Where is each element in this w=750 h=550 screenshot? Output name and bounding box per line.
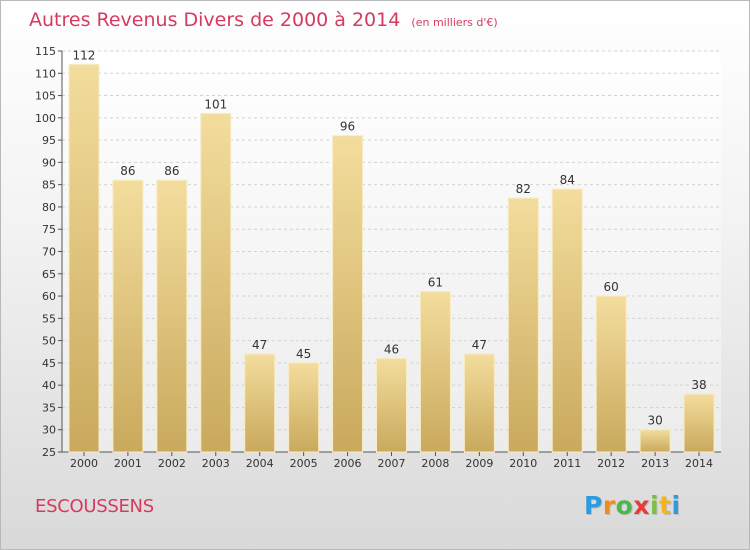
chart-unit: (en milliers d'€) [411, 16, 498, 29]
y-tick-label: 85 [42, 179, 56, 192]
brand-logo-letter: r [602, 491, 616, 520]
x-tick-label: 2003 [202, 457, 230, 470]
bar [288, 362, 320, 453]
x-tick-label: 2011 [553, 457, 581, 470]
bar [419, 291, 451, 453]
bar-value-label: 46 [384, 342, 399, 356]
y-tick-label: 105 [35, 90, 56, 103]
y-tick-label: 30 [42, 424, 56, 437]
brand-logo-letter: t [659, 491, 672, 520]
bar [507, 197, 539, 453]
brand-logo-letter: o [615, 491, 634, 520]
bar [463, 353, 495, 453]
x-tick-label: 2013 [641, 457, 669, 470]
y-tick-label: 75 [42, 223, 56, 236]
x-tick-label: 2008 [421, 457, 449, 470]
bar-value-label: 84 [560, 173, 575, 187]
y-tick-label: 115 [35, 45, 56, 58]
x-tick-label: 2014 [685, 457, 713, 470]
brand-logo: Proxiti [584, 491, 681, 520]
bar-value-label: 45 [296, 347, 311, 361]
bar [244, 353, 276, 453]
bar-value-label: 101 [204, 97, 227, 111]
bar [551, 188, 583, 453]
bar [595, 295, 627, 453]
bar [68, 63, 100, 453]
x-tick-label: 2001 [114, 457, 142, 470]
bar [639, 429, 671, 453]
bar-value-label: 60 [604, 280, 619, 294]
brand-logo-letter: P [584, 491, 603, 520]
bar-value-label: 96 [340, 120, 355, 134]
bar [376, 357, 407, 453]
x-tick-label: 2010 [509, 457, 537, 470]
y-tick-label: 60 [42, 290, 56, 303]
y-tick-label: 100 [35, 112, 56, 125]
y-tick-label: 40 [42, 379, 56, 392]
bar-value-label: 61 [428, 276, 443, 290]
bar-value-label: 82 [516, 182, 531, 196]
y-tick-label: 95 [42, 134, 56, 147]
bar-value-label: 38 [691, 378, 706, 392]
y-tick-label: 90 [42, 156, 56, 169]
commune-name: ESCOUSSENS [35, 496, 154, 517]
x-tick-label: 2006 [334, 457, 362, 470]
x-tick-label: 2002 [158, 457, 186, 470]
bar [156, 179, 188, 453]
y-tick-label: 50 [42, 335, 56, 348]
y-tick-label: 35 [42, 401, 56, 414]
y-tick-label: 25 [42, 446, 56, 459]
bar [112, 179, 144, 453]
bar-value-label: 86 [120, 164, 135, 178]
x-tick-label: 2007 [378, 457, 406, 470]
bar [200, 112, 232, 453]
y-tick-label: 80 [42, 201, 56, 214]
x-tick-label: 2004 [246, 457, 274, 470]
brand-logo-letter: i [650, 491, 660, 520]
y-tick-label: 110 [35, 67, 56, 80]
y-tick-label: 65 [42, 268, 56, 281]
bar-value-label: 112 [73, 48, 96, 62]
bar-value-label: 86 [164, 164, 179, 178]
x-tick-label: 2000 [70, 457, 98, 470]
y-tick-label: 55 [42, 312, 56, 325]
brand-logo-letter: x [633, 491, 650, 520]
bar [683, 393, 715, 453]
y-tick-label: 45 [42, 357, 56, 370]
x-tick-label: 2005 [290, 457, 318, 470]
x-tick-label: 2012 [597, 457, 625, 470]
bar-value-label: 47 [252, 338, 267, 352]
chart-title-row: Autres Revenus Divers de 2000 à 2014 (en… [29, 9, 498, 31]
brand-logo-letter: i [671, 491, 681, 520]
x-tick-label: 2009 [465, 457, 493, 470]
bar [332, 135, 364, 453]
y-tick-label: 70 [42, 246, 56, 259]
chart-title: Autres Revenus Divers de 2000 à 2014 [29, 9, 401, 31]
bar-value-label: 47 [472, 338, 487, 352]
bar-value-label: 30 [647, 414, 662, 428]
